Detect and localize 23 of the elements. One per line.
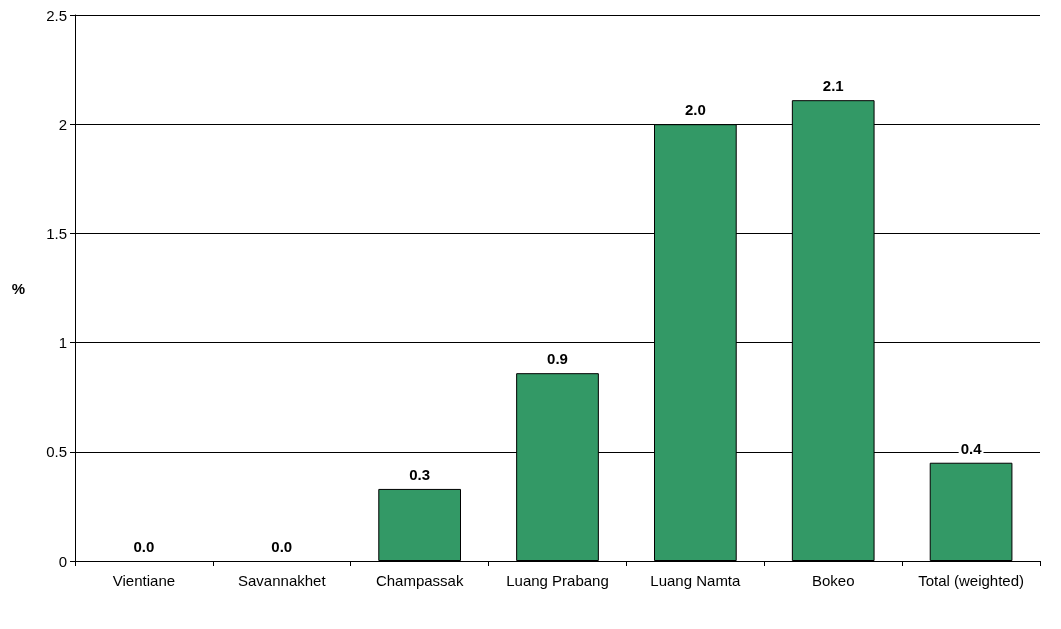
y-tick-label: 0.5: [46, 443, 67, 461]
y-tick-label: 2.5: [46, 6, 67, 24]
bar: [378, 488, 461, 561]
y-tick-label: 0: [58, 552, 67, 570]
x-tick-label: Champassak: [375, 572, 464, 589]
data-label: 2.1: [822, 77, 844, 95]
data-label: 0.0: [133, 538, 155, 555]
x-tick-label: Luang Namta: [650, 572, 742, 589]
data-label: 0.3: [409, 465, 431, 483]
data-label: 0.0: [271, 538, 293, 555]
bar: [929, 462, 1013, 561]
y-tick-label: 1.5: [46, 224, 67, 242]
y-axis-title: %: [11, 279, 25, 297]
data-label: 2.0: [684, 101, 706, 119]
y-tick-label: 2: [58, 115, 67, 133]
x-tick-label: Luang Prabang: [506, 572, 609, 589]
x-tick-label: Bokeo: [811, 572, 855, 589]
x-tick-label: Savannakhet: [238, 572, 327, 589]
x-tick-label: Total (weighted): [918, 572, 1025, 589]
x-tick-label: Vientiane: [112, 572, 176, 589]
data-label: 0.9: [547, 350, 568, 368]
y-tick-label: 1: [58, 334, 67, 352]
data-label: 0.4: [960, 439, 983, 457]
